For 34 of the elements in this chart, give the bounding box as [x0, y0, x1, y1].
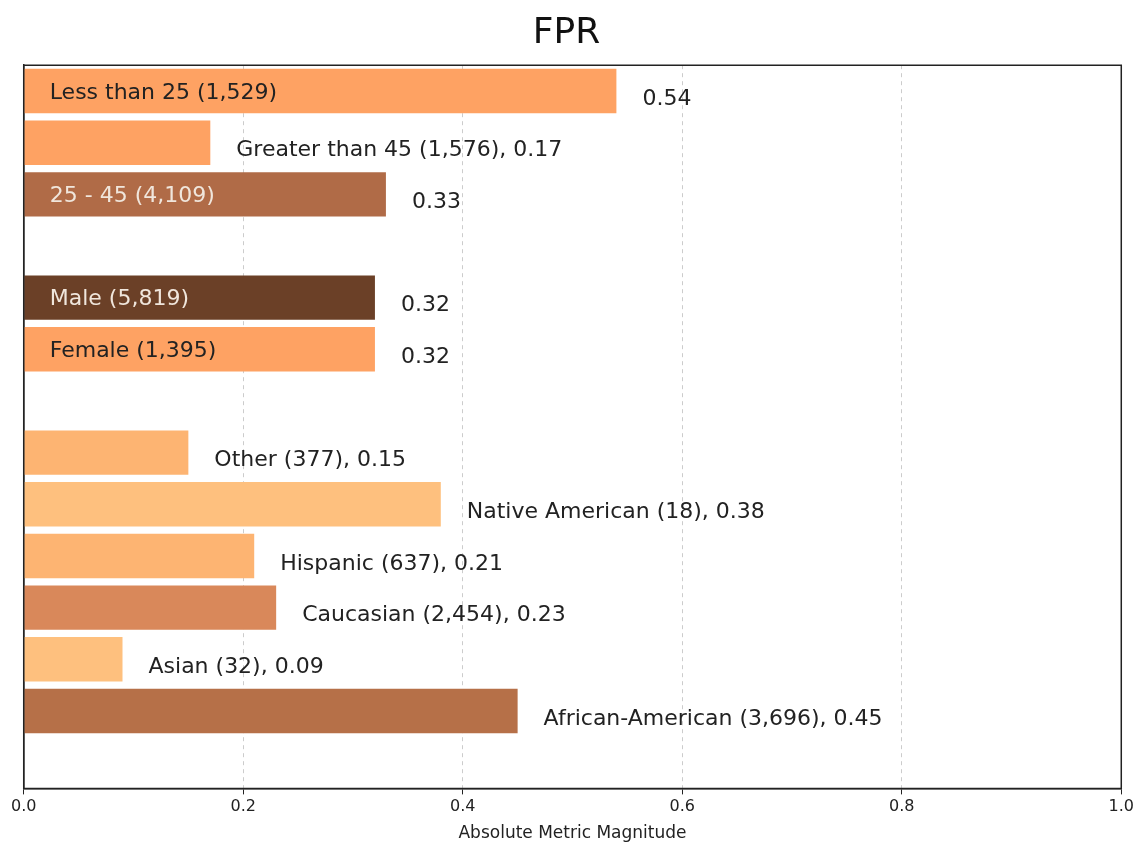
- x-tick-label: 0.4: [450, 796, 476, 816]
- bar: [24, 430, 189, 475]
- data-label: Greater than 45 (1,576), 0.17: [236, 136, 563, 162]
- bar: [24, 482, 441, 527]
- chart-title: FPR: [532, 9, 601, 51]
- data-label: Native American (18), 0.38: [466, 498, 765, 523]
- data-label: Asian (32), 0.09: [148, 652, 324, 678]
- y-tick-label: Female (1,395): [49, 337, 217, 363]
- x-tick-label: 1.0: [1108, 796, 1134, 816]
- y-tick-label: 25 - 45 (4,109): [49, 182, 215, 208]
- bar: [24, 688, 518, 734]
- data-label: Hispanic (637), 0.21: [280, 549, 504, 575]
- bar: [24, 275, 375, 320]
- bar: [24, 533, 255, 579]
- data-label: 0.32: [400, 291, 450, 317]
- x-tick-label: 0.0: [11, 796, 37, 816]
- data-label: Caucasian (2,454), 0.23: [302, 601, 566, 627]
- data-label: African-American (3,696), 0.45: [543, 704, 883, 730]
- bar: [24, 68, 617, 114]
- data-label: 0.54: [642, 84, 692, 110]
- bar: [24, 327, 375, 372]
- x-tick-label: 0.6: [669, 796, 695, 816]
- x-axis-title: Absolute Metric Magnitude: [458, 822, 687, 843]
- bar: [24, 172, 386, 217]
- data-label: Other (377), 0.15: [214, 446, 406, 472]
- x-tick-label: 0.8: [889, 796, 915, 816]
- data-label: 0.32: [400, 343, 450, 369]
- bar: [24, 120, 211, 165]
- y-tick-label: Male (5,819): [49, 285, 189, 311]
- bar: [24, 637, 123, 682]
- bar: [24, 585, 277, 630]
- y-tick-label: Less than 25 (1,529): [49, 78, 278, 104]
- data-label: 0.33: [411, 188, 461, 214]
- x-tick-label: 0.2: [230, 796, 256, 816]
